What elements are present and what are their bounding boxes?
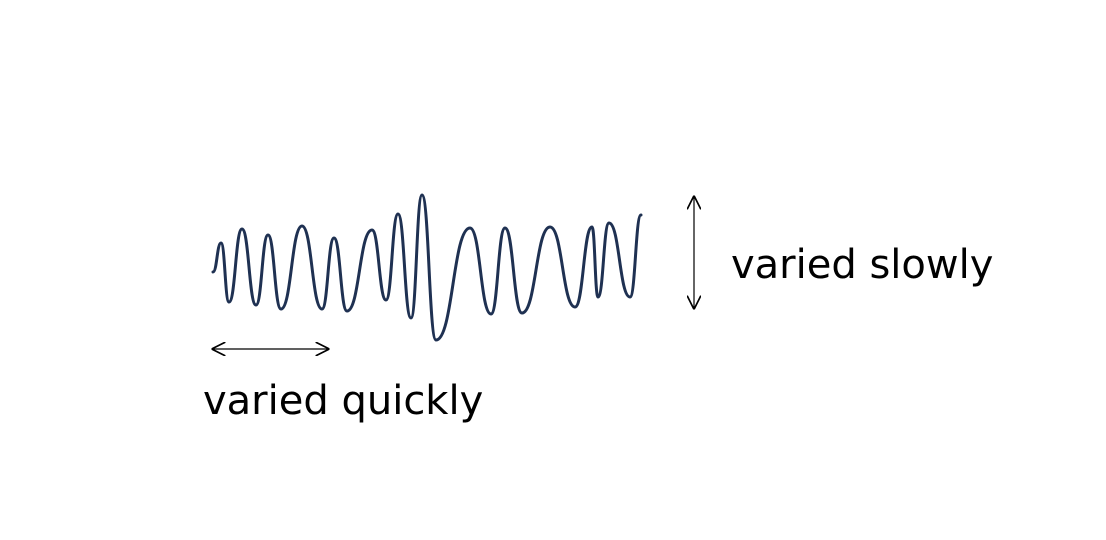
- varied-quickly-label: varied quickly: [203, 378, 484, 424]
- varied-slowly-label: varied slowly: [731, 242, 994, 288]
- waveform-line: [211, 193, 643, 342]
